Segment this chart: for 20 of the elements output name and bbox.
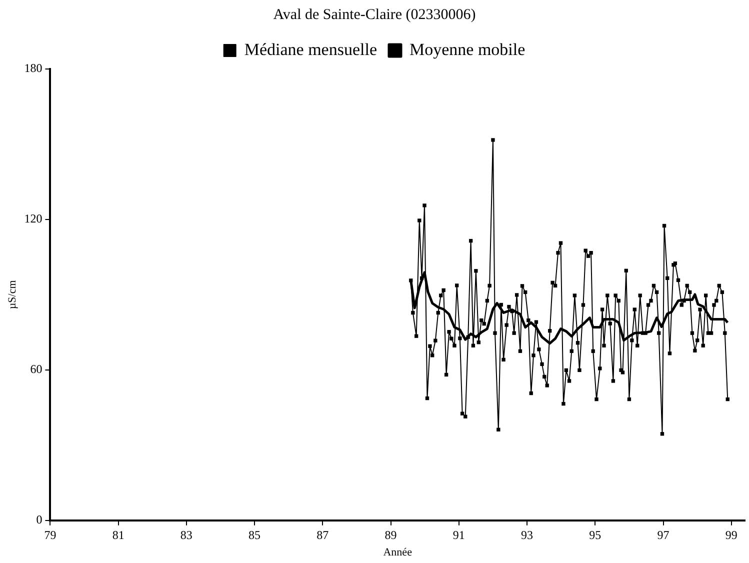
y-tick-label: 0 bbox=[36, 512, 42, 527]
y-tick-label: 120 bbox=[24, 212, 42, 226]
x-axis-title: Année bbox=[383, 546, 412, 558]
x-tick-label: 97 bbox=[657, 528, 670, 542]
y-tick-label: 180 bbox=[24, 61, 42, 76]
x-tick-label: 85 bbox=[248, 528, 261, 542]
x-tick-label: 91 bbox=[452, 528, 465, 542]
legend-label: Médiane mensuelle bbox=[244, 40, 377, 59]
y-axis-title: µS/cm bbox=[6, 280, 18, 310]
x-tick-label: 87 bbox=[316, 528, 329, 542]
legend-label: Moyenne mobile bbox=[409, 40, 526, 59]
x-tick-label: 81 bbox=[112, 528, 124, 542]
chart-title: Aval de Sainte-Claire (02330006) bbox=[273, 6, 476, 23]
x-tick-label: 95 bbox=[589, 528, 602, 542]
x-tick-label: 79 bbox=[44, 528, 56, 542]
x-tick-label: 89 bbox=[384, 528, 397, 542]
x-tick-label: 99 bbox=[725, 528, 738, 542]
x-tick-label: 93 bbox=[521, 528, 534, 542]
x-tick-label: 83 bbox=[180, 528, 192, 542]
y-tick-label: 60 bbox=[30, 362, 42, 376]
